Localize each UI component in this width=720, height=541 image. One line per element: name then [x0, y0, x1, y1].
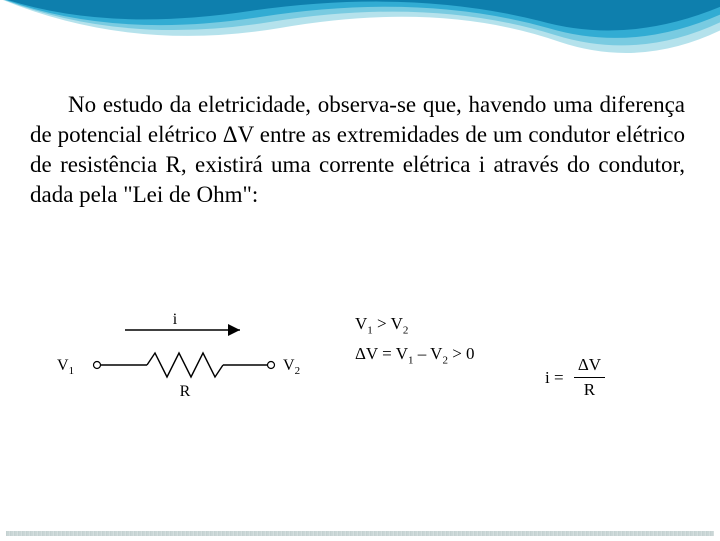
eq-line-1: V1 > V2 [355, 310, 475, 340]
header-wave-decor [0, 0, 720, 90]
main-paragraph: No estudo da eletricidade, observa-se qu… [30, 90, 685, 210]
r-label: R [180, 383, 191, 400]
ohm-formula: i = ΔV R [545, 355, 605, 400]
v2-label: V2 [283, 357, 300, 377]
equations-block: V1 > V2 ΔV = V1 – V2 > 0 [355, 310, 475, 370]
eq-line-2: ΔV = V1 – V2 > 0 [355, 340, 475, 370]
bottom-border-decor [6, 523, 714, 528]
circuit-diagram: i V1 V2 R [55, 310, 315, 410]
v1-label: V1 [57, 357, 74, 377]
diagram-area: i V1 V2 R V1 > V2 ΔV = V1 – V2 > 0 i = Δ… [55, 300, 665, 430]
current-label: i [173, 311, 178, 328]
